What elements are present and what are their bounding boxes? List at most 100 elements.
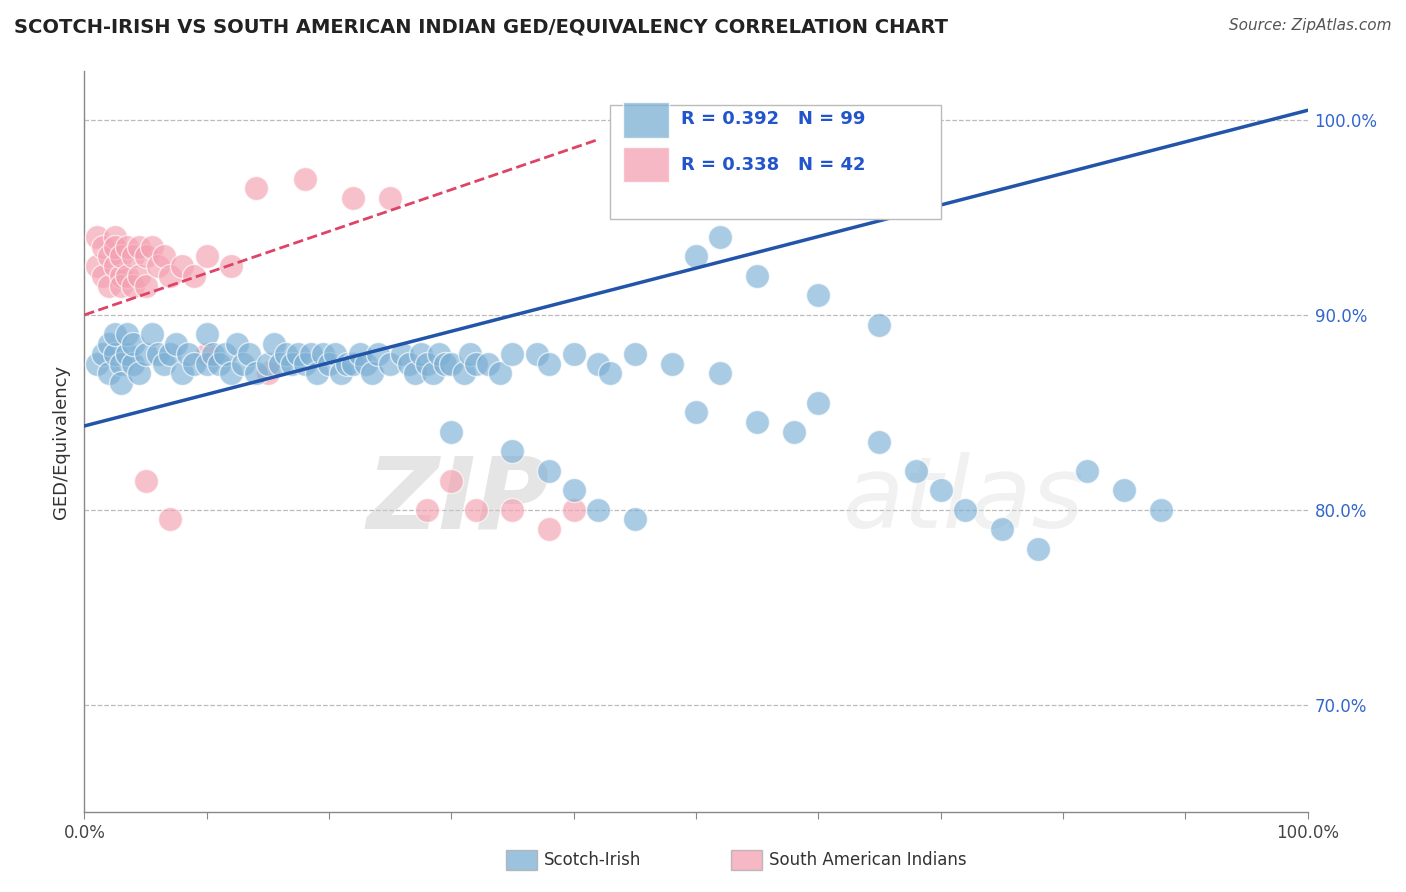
Point — [685, 405, 707, 419]
Point — [709, 230, 731, 244]
Point — [110, 268, 132, 283]
Point — [440, 425, 463, 439]
Point — [464, 357, 486, 371]
Point — [299, 347, 322, 361]
Point — [336, 357, 359, 371]
Point — [807, 288, 830, 302]
Point — [263, 337, 285, 351]
Point — [380, 357, 402, 371]
Point — [257, 367, 280, 381]
Point — [440, 357, 463, 371]
Point — [115, 347, 138, 361]
Point — [269, 357, 291, 371]
Point — [562, 483, 585, 498]
Point — [219, 259, 242, 273]
Point — [489, 367, 512, 381]
Point — [458, 347, 481, 361]
Point — [97, 278, 120, 293]
Point — [128, 268, 150, 283]
Point — [391, 347, 413, 361]
Point — [245, 181, 267, 195]
Point — [416, 502, 439, 516]
Point — [165, 337, 187, 351]
Y-axis label: GED/Equivalency: GED/Equivalency — [52, 365, 70, 518]
Point — [869, 434, 891, 449]
Point — [276, 347, 298, 361]
Point — [128, 240, 150, 254]
Point — [661, 357, 683, 371]
Point — [172, 259, 194, 273]
Point — [91, 240, 114, 254]
Point — [86, 259, 108, 273]
Point — [110, 250, 132, 264]
FancyBboxPatch shape — [623, 147, 669, 183]
Point — [257, 357, 280, 371]
Point — [294, 357, 316, 371]
Point — [214, 347, 236, 361]
Point — [709, 367, 731, 381]
Point — [440, 474, 463, 488]
Point — [104, 230, 127, 244]
Point — [562, 347, 585, 361]
Point — [526, 347, 548, 361]
Point — [586, 357, 609, 371]
Point — [115, 327, 138, 342]
Point — [104, 327, 127, 342]
Point — [195, 357, 218, 371]
Text: Scotch-Irish: Scotch-Irish — [544, 851, 641, 869]
Point — [135, 474, 157, 488]
Point — [685, 250, 707, 264]
Point — [422, 367, 444, 381]
Point — [122, 250, 145, 264]
Point — [342, 357, 364, 371]
Point — [323, 347, 346, 361]
Point — [115, 268, 138, 283]
Point — [953, 502, 976, 516]
Point — [153, 357, 176, 371]
Point — [477, 357, 499, 371]
FancyBboxPatch shape — [610, 104, 941, 219]
Point — [201, 347, 224, 361]
Point — [115, 240, 138, 254]
Point — [502, 347, 524, 361]
Point — [599, 367, 621, 381]
Text: R = 0.338   N = 42: R = 0.338 N = 42 — [682, 155, 866, 174]
Point — [159, 347, 181, 361]
Point — [330, 367, 353, 381]
Point — [141, 240, 163, 254]
Point — [586, 502, 609, 516]
Point — [404, 367, 426, 381]
Point — [354, 357, 377, 371]
Point — [183, 268, 205, 283]
Point — [624, 512, 647, 526]
Point — [110, 376, 132, 390]
Point — [538, 464, 561, 478]
FancyBboxPatch shape — [623, 103, 669, 138]
Point — [135, 250, 157, 264]
Point — [367, 347, 389, 361]
Point — [807, 395, 830, 409]
Point — [146, 259, 169, 273]
Point — [195, 347, 218, 361]
Point — [427, 347, 450, 361]
Point — [991, 522, 1014, 536]
Point — [416, 357, 439, 371]
Point — [104, 240, 127, 254]
Point — [183, 357, 205, 371]
Point — [153, 250, 176, 264]
Point — [122, 278, 145, 293]
Point — [86, 357, 108, 371]
Point — [110, 357, 132, 371]
Point — [538, 357, 561, 371]
Point — [159, 512, 181, 526]
Point — [398, 357, 420, 371]
Point — [360, 367, 382, 381]
Point — [122, 357, 145, 371]
Text: South American Indians: South American Indians — [769, 851, 967, 869]
Point — [97, 337, 120, 351]
Point — [1114, 483, 1136, 498]
Point — [232, 357, 254, 371]
Point — [146, 347, 169, 361]
Point — [281, 357, 304, 371]
Point — [287, 347, 309, 361]
